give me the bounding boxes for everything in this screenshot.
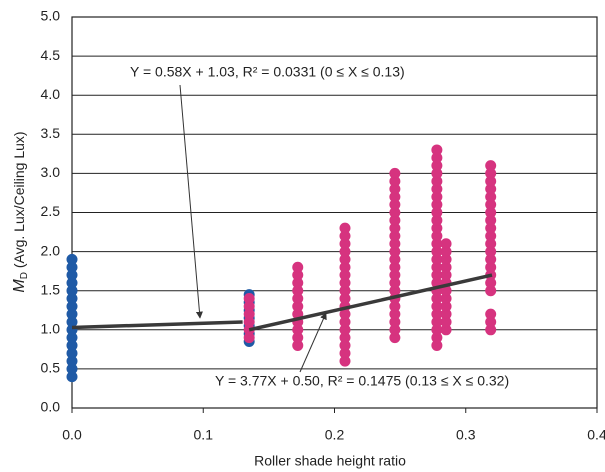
annotation-bg (211, 371, 596, 393)
point (485, 308, 497, 320)
point (389, 167, 401, 179)
point (440, 238, 452, 250)
annotation-arrow (299, 312, 327, 373)
y-tick-label: 2.5 (41, 203, 61, 219)
x-tick-label: 0.3 (456, 427, 476, 443)
y-tick-label: 2.0 (41, 242, 61, 258)
y-tick-label: 1.5 (41, 281, 61, 297)
y-tick-label: 1.0 (41, 321, 61, 337)
annotation-bg (126, 62, 511, 84)
annotation: Y = 0.58X + 1.03, R² = 0.0331 (0 ≤ X ≤ 0… (130, 64, 405, 80)
point (66, 253, 78, 265)
y-label-text: (Avg. Lux/Ceiling Lux) (11, 131, 27, 272)
y-tick-label: 0.5 (41, 360, 61, 376)
point (243, 293, 255, 305)
y-tick-label: 0.0 (41, 399, 61, 415)
x-tick-label: 0.0 (62, 427, 82, 443)
point (431, 144, 443, 156)
y-tick-label: 3.0 (41, 164, 61, 180)
x-tick-label: 0.2 (325, 427, 345, 443)
fit-line (71, 320, 243, 330)
point (339, 222, 351, 234)
x-tick-label: 0.1 (194, 427, 214, 443)
y-tick-label: 3.5 (41, 125, 61, 141)
y-tick-label: 4.5 (41, 47, 61, 63)
point (292, 261, 304, 273)
fit-line (248, 273, 493, 332)
y-tick-label: 4.0 (41, 86, 61, 102)
y-tick-label: 5.0 (41, 8, 61, 24)
y-label-subscript: D (19, 272, 30, 279)
point (485, 160, 497, 172)
y-label-symbol: M (11, 279, 28, 293)
y-axis-label: MD (Avg. Lux/Ceiling Lux) (11, 131, 30, 292)
x-axis-label: Roller shade height ratio (254, 453, 406, 469)
x-tick-label: 0.4 (587, 427, 605, 443)
annotation: Y = 3.77X + 0.50, R² = 0.1475 (0.13 ≤ X … (215, 373, 509, 389)
annotation-arrow (179, 84, 203, 319)
